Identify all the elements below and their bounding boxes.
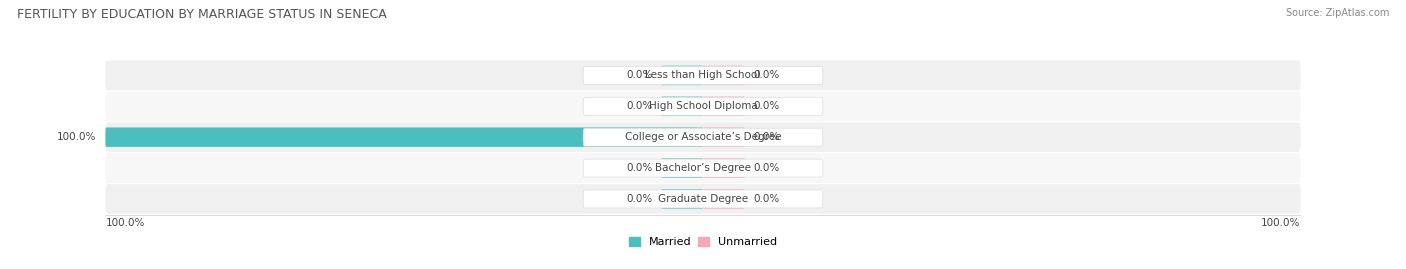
Text: 0.0%: 0.0%	[626, 163, 652, 173]
FancyBboxPatch shape	[583, 190, 823, 208]
FancyBboxPatch shape	[661, 66, 703, 85]
Text: 0.0%: 0.0%	[754, 70, 780, 80]
Text: 100.0%: 100.0%	[1261, 218, 1301, 228]
FancyBboxPatch shape	[583, 97, 823, 115]
Text: FERTILITY BY EDUCATION BY MARRIAGE STATUS IN SENECA: FERTILITY BY EDUCATION BY MARRIAGE STATU…	[17, 8, 387, 21]
FancyBboxPatch shape	[661, 189, 703, 209]
FancyBboxPatch shape	[105, 184, 1301, 214]
FancyBboxPatch shape	[105, 61, 1301, 90]
FancyBboxPatch shape	[703, 97, 745, 116]
Text: Less than High School: Less than High School	[645, 70, 761, 80]
Legend: Married, Unmarried: Married, Unmarried	[624, 232, 782, 252]
Text: 0.0%: 0.0%	[626, 194, 652, 204]
FancyBboxPatch shape	[703, 158, 745, 178]
Text: Source: ZipAtlas.com: Source: ZipAtlas.com	[1285, 8, 1389, 18]
FancyBboxPatch shape	[105, 128, 703, 147]
Text: 0.0%: 0.0%	[754, 194, 780, 204]
Text: College or Associate’s Degree: College or Associate’s Degree	[624, 132, 782, 142]
FancyBboxPatch shape	[105, 153, 1301, 183]
FancyBboxPatch shape	[703, 66, 745, 85]
Text: 100.0%: 100.0%	[105, 218, 145, 228]
FancyBboxPatch shape	[703, 189, 745, 209]
FancyBboxPatch shape	[105, 122, 1301, 152]
Text: 0.0%: 0.0%	[754, 101, 780, 111]
Text: 0.0%: 0.0%	[626, 70, 652, 80]
Text: 100.0%: 100.0%	[58, 132, 97, 142]
FancyBboxPatch shape	[661, 158, 703, 178]
FancyBboxPatch shape	[583, 159, 823, 177]
FancyBboxPatch shape	[583, 66, 823, 84]
Text: Bachelor’s Degree: Bachelor’s Degree	[655, 163, 751, 173]
Text: 0.0%: 0.0%	[754, 132, 780, 142]
FancyBboxPatch shape	[105, 91, 1301, 121]
FancyBboxPatch shape	[583, 128, 823, 146]
Text: High School Diploma: High School Diploma	[648, 101, 758, 111]
Text: 0.0%: 0.0%	[754, 163, 780, 173]
Text: Graduate Degree: Graduate Degree	[658, 194, 748, 204]
Text: 0.0%: 0.0%	[626, 101, 652, 111]
FancyBboxPatch shape	[703, 128, 745, 147]
FancyBboxPatch shape	[661, 97, 703, 116]
